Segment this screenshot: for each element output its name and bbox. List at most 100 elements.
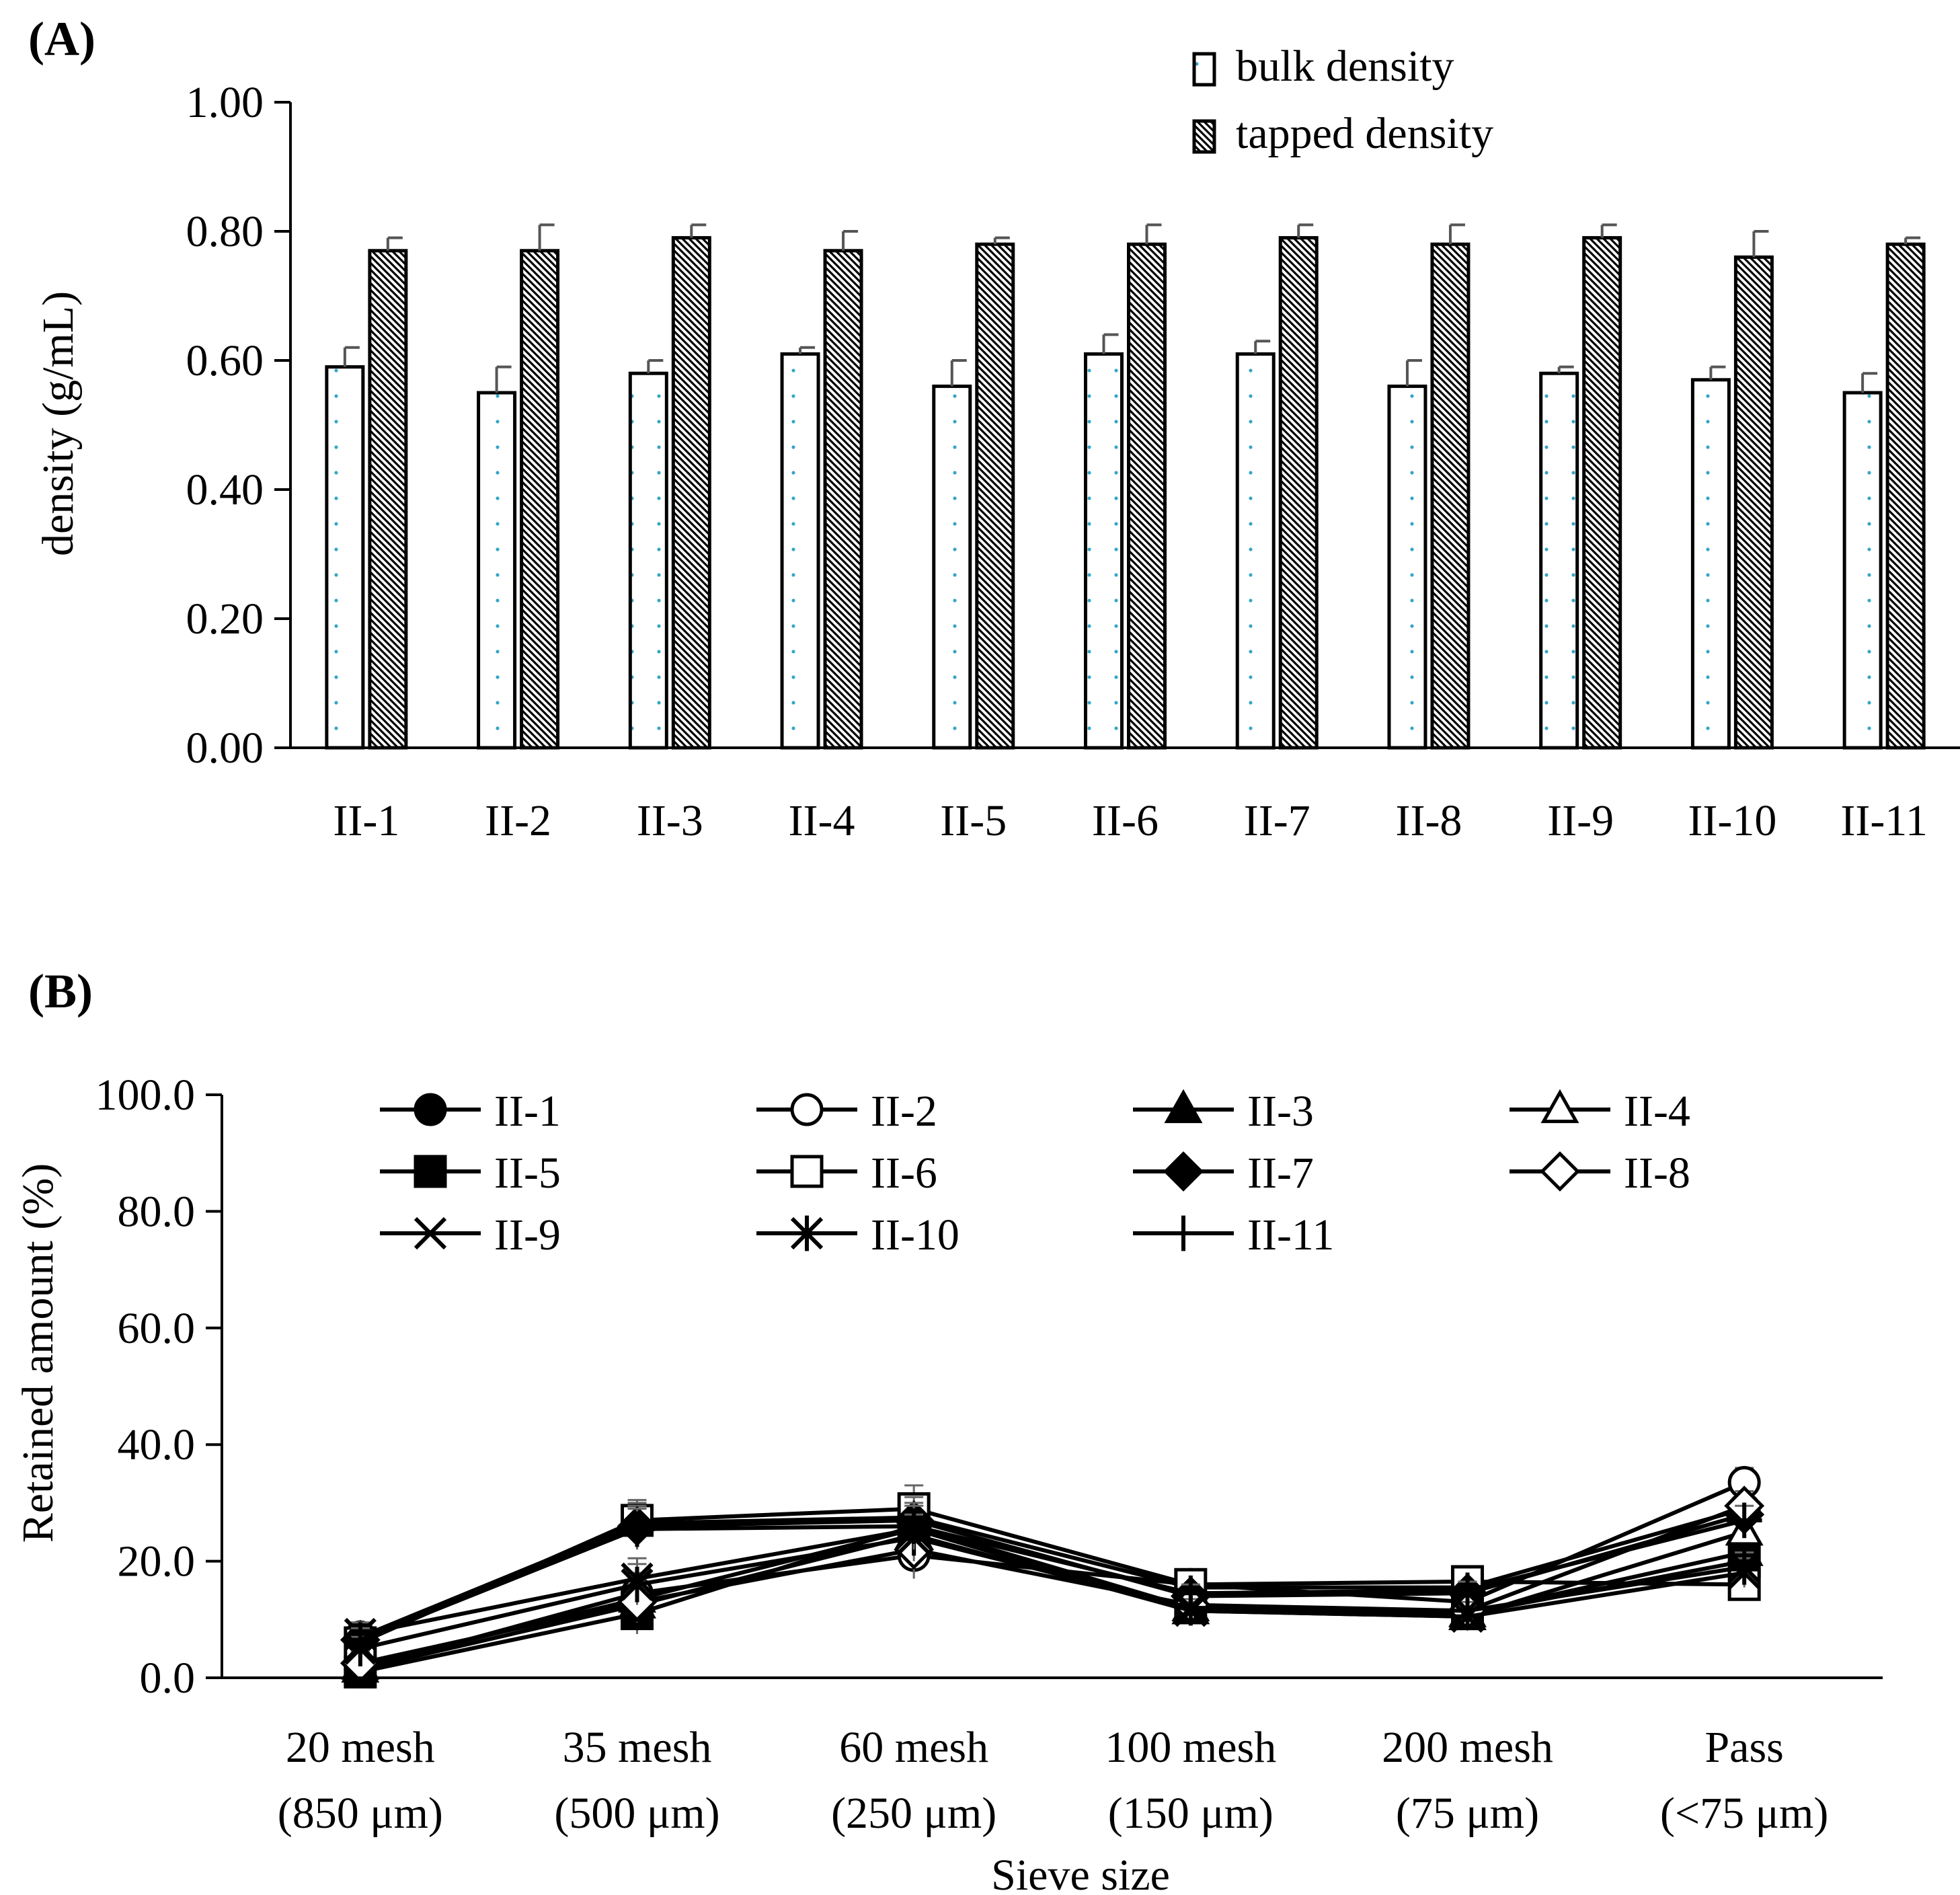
bulk-density-bar xyxy=(1235,352,1276,750)
legend-label-ii-10: II-10 xyxy=(871,1210,959,1260)
panel-a-y-tick-label: 0.20 xyxy=(186,594,264,644)
panel-a-x-tick-label: II-5 xyxy=(940,796,1007,845)
panel-a-x-tick-label: II-2 xyxy=(485,796,551,845)
legend-marker-ii-5 xyxy=(414,1155,447,1188)
legend-item-ii-3: II-3 xyxy=(1133,1087,1314,1136)
panel-a-x-tick-label: II-4 xyxy=(789,796,855,845)
panel-a-label: (A) xyxy=(28,12,95,66)
panel-b-x-tick-sublabel: (500 μm) xyxy=(554,1789,719,1838)
bulk-density-bar xyxy=(1387,384,1427,750)
legend-label-ii-6: II-6 xyxy=(871,1149,937,1198)
legend-label-ii-8: II-8 xyxy=(1624,1149,1690,1198)
panel-a-x-tick-label: II-8 xyxy=(1395,796,1462,845)
legend-item-tapped-density: tapped density xyxy=(1192,109,1493,158)
panel-b-y-tick-label: 40.0 xyxy=(118,1420,196,1469)
panel-a-x-tick-label: II-6 xyxy=(1092,796,1159,845)
panel-b-y-axis: 0.0 20.0 40.0 60.0 80.0 100.0 xyxy=(95,1071,223,1703)
legend-swatch-tapped-density xyxy=(1192,119,1216,154)
panel-b-x-tick-label: 35 mesh xyxy=(563,1723,712,1772)
bulk-density-bar xyxy=(932,384,972,750)
panel-b-x-tick-label: 20 mesh xyxy=(286,1723,435,1772)
panel-a-y-axis: 0.00 0.20 0.40 0.60 0.80 1.00 xyxy=(186,78,292,773)
tapped-density-bar xyxy=(1278,236,1319,750)
legend-item-ii-8: II-8 xyxy=(1510,1149,1690,1198)
panel-a-x-tick-label: II-9 xyxy=(1547,796,1614,845)
data-point-ii-11 xyxy=(342,1622,379,1658)
panel-a-bar-chart: (A) density (g/mL) 0.00 0.20 0.40 0.60 0.80 1… xyxy=(28,12,1960,845)
series-line-ii-11 xyxy=(359,1518,1745,1642)
bulk-density-bar xyxy=(780,352,820,750)
panel-b-y-axis-title: Retained amount (%) xyxy=(13,1163,63,1543)
panel-b-y-tick-label: 60.0 xyxy=(118,1304,196,1353)
data-point-ii-11 xyxy=(1450,1572,1485,1609)
panel-a-y-tick-label: 0.60 xyxy=(186,336,264,385)
tapped-density-bar xyxy=(975,242,1015,750)
panel-b-y-tick-label: 80.0 xyxy=(118,1187,196,1236)
legend-label-ii-3: II-3 xyxy=(1247,1087,1314,1136)
data-point-ii-10 xyxy=(1728,1549,1761,1585)
series-ii-8 xyxy=(340,1485,1765,1684)
legend-label-ii-4: II-4 xyxy=(1624,1087,1690,1136)
panel-b-x-axis: 20 mesh (850 μm) 35 mesh (500 μm) 60 mesh (25… xyxy=(222,1676,1883,1838)
panel-b-x-tick-label: 100 mesh xyxy=(1105,1723,1276,1772)
panel-b-x-tick-label: 60 mesh xyxy=(839,1723,988,1772)
panel-b-x-tick-label: 200 mesh xyxy=(1382,1723,1553,1772)
tapped-density-bar xyxy=(671,236,711,750)
panel-a-y-tick-label: 0.40 xyxy=(186,465,264,514)
panel-a-x-tick-label: II-10 xyxy=(1688,796,1776,845)
legend-item-ii-11: II-11 xyxy=(1133,1210,1335,1260)
bulk-density-bar xyxy=(325,365,365,750)
data-point-ii-11 xyxy=(1173,1575,1209,1611)
tapped-density-bar xyxy=(1430,242,1471,750)
legend-item-ii-5: II-5 xyxy=(380,1149,561,1198)
tapped-density-bar xyxy=(823,249,863,750)
data-point-ii-11 xyxy=(896,1508,932,1544)
legend-item-ii-1: II-1 xyxy=(380,1087,561,1136)
legend-label-ii-5: II-5 xyxy=(494,1149,561,1198)
bulk-density-bar xyxy=(477,391,517,750)
panel-b-y-tick-label: 20.0 xyxy=(118,1537,196,1586)
legend-item-ii-4: II-4 xyxy=(1510,1087,1690,1136)
panel-b-line-chart: (B) Retained amount (%) Sieve size 0.0 20… xyxy=(13,964,1883,1895)
panel-a-y-axis-title: density (g/mL) xyxy=(34,291,83,556)
panel-b-x-tick-sublabel: (75 μm) xyxy=(1396,1789,1539,1838)
legend-label-ii-2: II-2 xyxy=(871,1087,937,1136)
legend-item-bulk-density: bulk density xyxy=(1192,42,1454,91)
legend-label-ii-9: II-9 xyxy=(494,1210,561,1260)
tapped-density-bar xyxy=(1733,255,1774,750)
data-point-ii-10 xyxy=(621,1566,654,1602)
bulk-density-bar xyxy=(1539,371,1579,750)
series-line-ii-8 xyxy=(360,1504,1746,1666)
legend-marker-ii-9 xyxy=(414,1216,447,1250)
legend-label-bulk-density: bulk density xyxy=(1236,42,1454,91)
legend-label-ii-7: II-7 xyxy=(1247,1149,1314,1198)
tapped-density-bar xyxy=(1127,242,1167,750)
bulk-density-bar xyxy=(1084,352,1124,750)
panel-b-y-tick-label: 100.0 xyxy=(95,1071,196,1120)
data-point-ii-11 xyxy=(1726,1502,1762,1539)
legend-marker-ii-4 xyxy=(1540,1089,1579,1124)
tapped-density-bar xyxy=(520,249,560,750)
bulk-density-bar xyxy=(628,371,668,750)
panel-b-label: (B) xyxy=(28,964,93,1018)
legend-item-ii-2: II-2 xyxy=(756,1087,937,1136)
legend-swatch-bulk-density xyxy=(1192,52,1216,87)
tapped-density-bar xyxy=(1582,236,1622,750)
panel-a-y-tick-label: 0.80 xyxy=(186,207,264,256)
panel-b-x-tick-sublabel: (850 μm) xyxy=(278,1789,443,1838)
legend-marker-ii-10 xyxy=(790,1215,824,1251)
legend-marker-ii-2 xyxy=(790,1093,824,1126)
panel-b-x-tick-label: Pass xyxy=(1704,1723,1783,1772)
panel-a-x-tick-label: II-3 xyxy=(637,796,703,845)
bulk-density-bar xyxy=(1842,391,1883,750)
legend-label-tapped-density: tapped density xyxy=(1236,109,1493,158)
legend-item-ii-7: II-7 xyxy=(1133,1149,1314,1198)
panel-a-x-tick-label: II-1 xyxy=(333,796,399,845)
panel-b-series xyxy=(340,1466,1765,1689)
tapped-density-bar xyxy=(1885,242,1926,750)
legend-marker-ii-6 xyxy=(790,1155,824,1188)
panel-b-legend: II-1 II-2 II-3 II-4 II-5 II-6 II-7 II-8 II-9 II-1… xyxy=(380,1087,1690,1260)
panel-a-y-tick-label: 1.00 xyxy=(186,78,264,127)
legend-marker-ii-7 xyxy=(1163,1151,1204,1192)
